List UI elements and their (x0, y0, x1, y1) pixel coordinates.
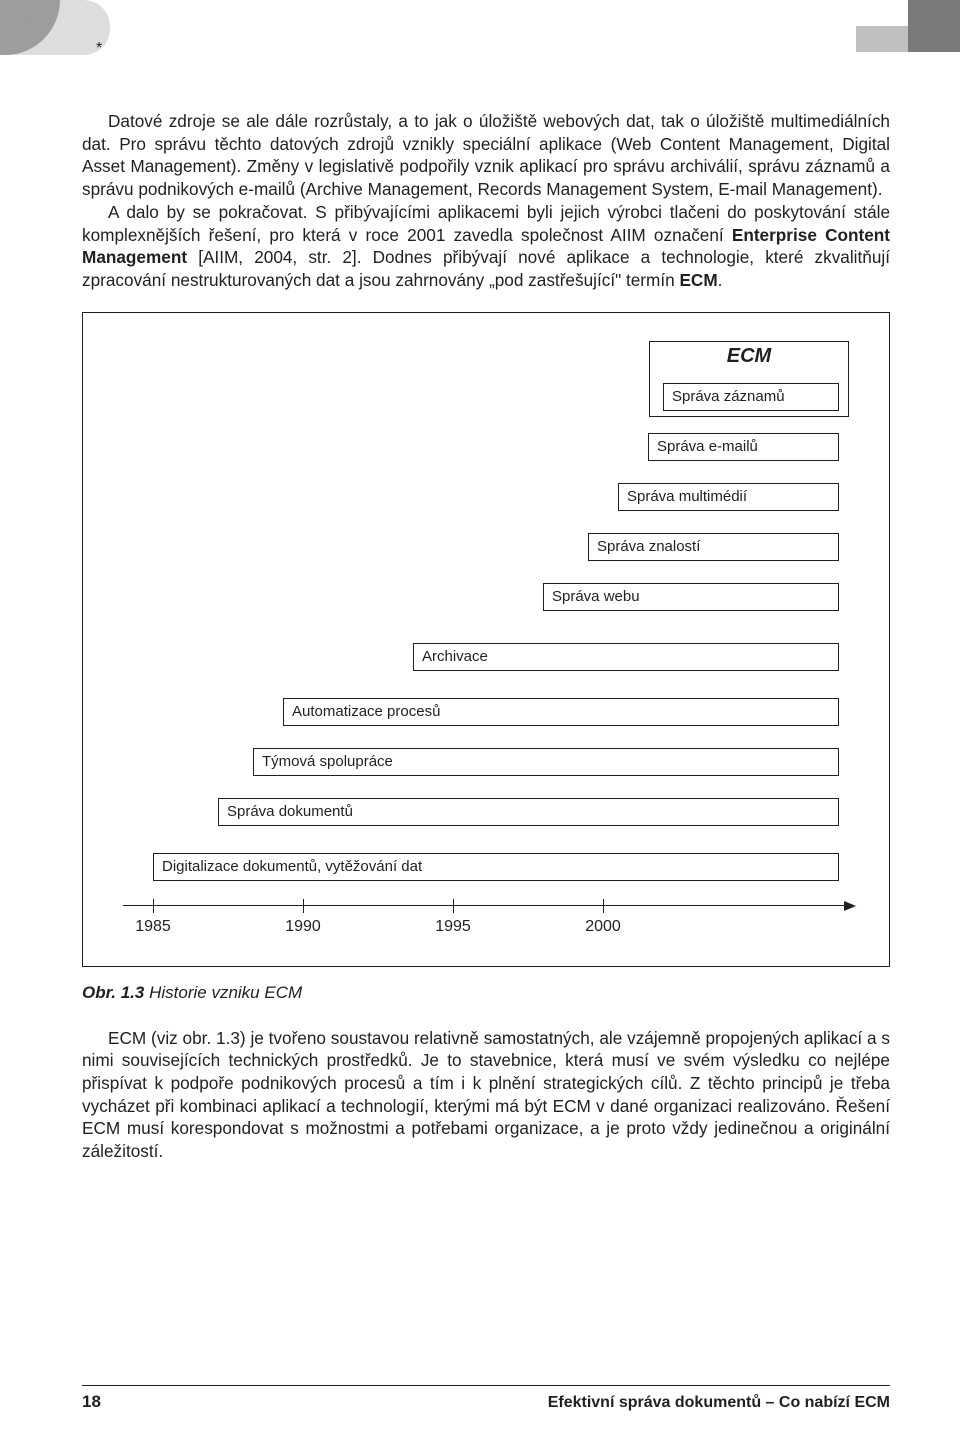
timeline-tick (153, 899, 154, 913)
arrowhead-icon (844, 901, 856, 911)
figure-caption: Obr. 1.3 Historie vzniku ECM (82, 983, 890, 1003)
p2-text: ECM (viz obr. 1.3) je tvořeno soustavou … (82, 1028, 890, 1162)
p1-text-1: Datové zdroje se ale dále rozrůstaly, a … (82, 111, 890, 199)
timeline-tick (453, 899, 454, 913)
book-title: Efektivní správa dokumentů – Co nabízí E… (548, 1394, 890, 1412)
caption-prefix: Obr. 1.3 (82, 983, 144, 1002)
p1-text-4: . (718, 270, 723, 290)
ecm-label: ECM (649, 345, 849, 368)
caption-text: Historie vzniku ECM (144, 983, 302, 1002)
p1-bold-2: ECM (679, 270, 717, 290)
p1-text-3: [AIIM, 2004, str. 2]. Dodnes přibývají n… (82, 247, 890, 290)
diagram-bar: Správa záznamů (663, 383, 839, 411)
timeline-axis (123, 905, 849, 906)
page-number: 18 (82, 1392, 101, 1412)
timeline-year: 1985 (135, 918, 171, 936)
page-content: Datové zdroje se ale dále rozrůstaly, a … (82, 110, 890, 1183)
diagram-bar: Správa znalostí (588, 533, 839, 561)
diagram-bar: Správa webu (543, 583, 839, 611)
paragraph-1: Datové zdroje se ale dále rozrůstaly, a … (82, 110, 890, 292)
diagram-bar: Správa dokumentů (218, 798, 839, 826)
timeline-year: 1995 (435, 918, 471, 936)
diagram-bar: Správa multimédií (618, 483, 839, 511)
ecm-history-diagram: ECM Správa záznamů Správa e-mailů Správa m… (82, 312, 890, 967)
timeline-year: 1990 (285, 918, 321, 936)
chapter-number: 1 (16, 6, 33, 40)
corner-square-dark (908, 0, 960, 52)
timeline-tick (603, 899, 604, 913)
timeline-year: 2000 (585, 918, 621, 936)
diagram-bar: Automatizace procesů (283, 698, 839, 726)
corner-square-light (856, 26, 908, 52)
timeline-tick (303, 899, 304, 913)
page-footer: 18 Efektivní správa dokumentů – Co nabíz… (82, 1385, 890, 1412)
paragraph-2: ECM (viz obr. 1.3) je tvořeno soustavou … (82, 1027, 890, 1163)
diagram-bar: Správa e-mailů (648, 433, 839, 461)
asterisk-mark: * (96, 40, 102, 58)
diagram-bar: Digitalizace dokumentů, vytěžování dat (153, 853, 839, 881)
diagram-bar: Archivace (413, 643, 839, 671)
diagram-bar: Týmová spolupráce (253, 748, 839, 776)
page-header-decor: 1 * (0, 0, 960, 60)
